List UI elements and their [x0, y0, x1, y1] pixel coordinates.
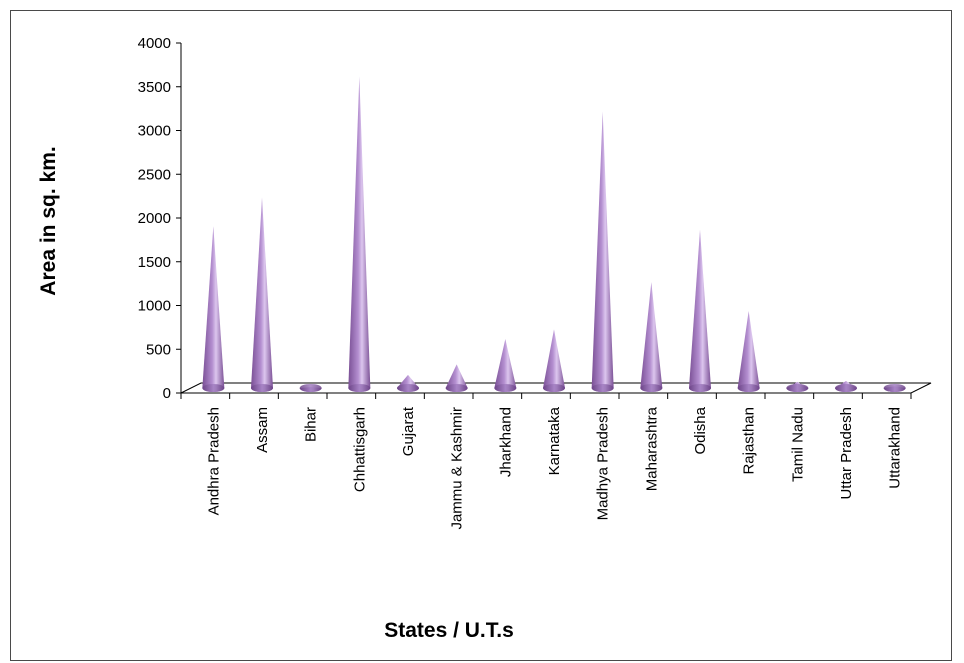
y-axis-title: Area in sq. km. — [37, 146, 60, 295]
y-tick-label: 4000 — [138, 35, 171, 52]
category-label: Maharashtra — [643, 406, 660, 491]
cone-base — [202, 384, 225, 392]
cone-base — [786, 384, 809, 392]
cone-base — [689, 384, 711, 392]
cone-bar — [640, 282, 663, 392]
cone-bar — [737, 311, 760, 392]
y-tick-label: 500 — [146, 341, 171, 358]
cone-bar — [494, 339, 517, 392]
cone-bar — [348, 76, 371, 392]
category-label: Uttarakhand — [887, 407, 904, 489]
cone-base — [494, 384, 517, 392]
cones-layer — [202, 76, 906, 392]
category-label: Andhra Pradesh — [205, 407, 222, 515]
y-tick-label: 2500 — [138, 166, 171, 183]
cone-base — [397, 384, 419, 392]
chart-frame: 0 500 1000 1500 2000 2500 3000 3500 4000 Andhra P… — [10, 10, 952, 661]
category-label: Madhya Pradesh — [595, 407, 612, 520]
cone-base — [640, 384, 663, 392]
y-tick-label: 0 — [163, 385, 171, 402]
cone-bar — [202, 226, 225, 392]
y-tick-label: 3500 — [138, 79, 171, 96]
cone-base — [737, 384, 760, 392]
category-label: Gujarat — [400, 406, 417, 456]
category-label: Assam — [254, 407, 271, 453]
category-label: Rajasthan — [741, 407, 758, 475]
category-label: Bihar — [303, 407, 320, 442]
cone-base — [835, 384, 857, 392]
cone-base — [251, 384, 273, 392]
category-label: Chhattisgarh — [351, 407, 368, 492]
y-tick-label: 1500 — [138, 254, 171, 271]
category-label: Tamil Nadu — [789, 407, 806, 482]
category-label: Jharkhand — [497, 407, 514, 477]
y-tick-label: 2000 — [138, 210, 171, 227]
category-label: Uttar Pradesh — [838, 407, 855, 500]
cone-bar — [543, 329, 565, 392]
cone-base — [883, 384, 906, 392]
cone-base — [348, 384, 371, 392]
category-label: Karnataka — [546, 406, 563, 475]
cone-base — [299, 384, 322, 392]
y-tick-label: 3000 — [138, 123, 171, 140]
category-label: Jammu & Kashmir — [449, 407, 466, 530]
x-axis-title: States / U.T.s — [384, 619, 514, 642]
cone-base — [543, 384, 565, 392]
cone-bar — [591, 111, 614, 392]
cone-base — [445, 384, 468, 392]
cone-bar — [689, 229, 711, 392]
cone-base — [591, 384, 614, 392]
cone-bar — [251, 197, 273, 392]
category-label: Odisha — [692, 406, 709, 454]
y-tick-label: 1000 — [138, 298, 171, 315]
labels-layer: 0 500 1000 1500 2000 2500 3000 3500 4000 Andhra P… — [138, 35, 904, 530]
cone-chart: 0 500 1000 1500 2000 2500 3000 3500 4000 Andhra P… — [37, 35, 932, 642]
